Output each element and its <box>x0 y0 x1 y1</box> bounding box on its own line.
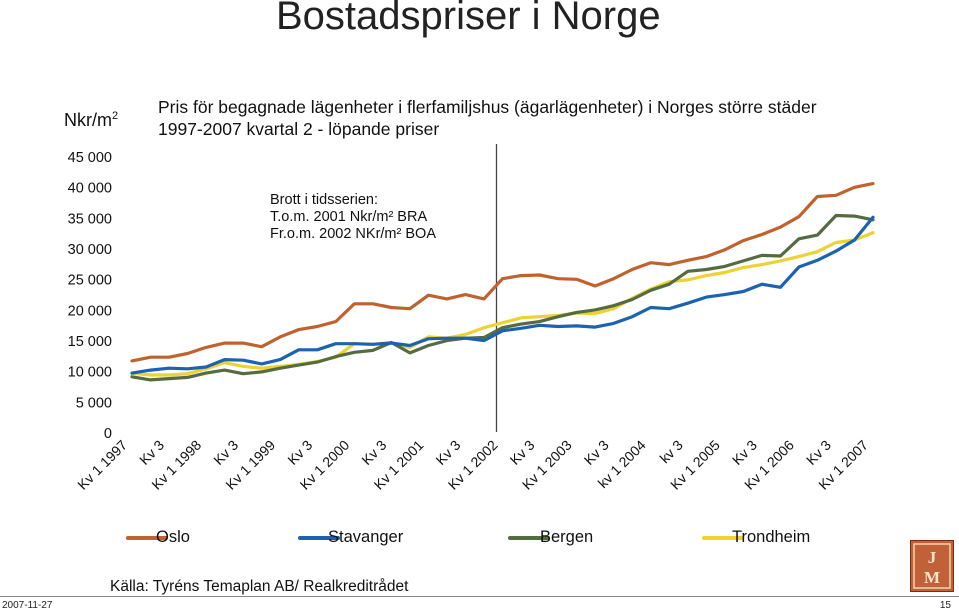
svg-text:M: M <box>924 568 940 587</box>
series-line-trondheim <box>130 231 875 377</box>
series-line-stavanger <box>130 215 875 375</box>
x-tick-label: Kv 3 <box>729 437 760 468</box>
legend-label-bergen: Bergen <box>540 528 594 546</box>
x-tick-label: Kv 3 <box>358 437 389 468</box>
y-tick-label: 25 000 <box>68 273 112 289</box>
y-tick-label: 5 000 <box>76 395 112 411</box>
series-break-note: Brott i tidsserien: T.o.m. 2001 Nkr/m² B… <box>270 192 436 243</box>
y-tick-label: 0 <box>104 426 112 442</box>
legend-label-trondheim: Trondheim <box>732 528 811 546</box>
x-tick-label: Kv 3 <box>507 437 538 468</box>
source-credit: Källa: Tyréns Temaplan AB/ Realkreditråd… <box>110 578 409 595</box>
legend-swatch-stavanger <box>298 536 340 540</box>
page-title: Bostadspriser i Norge <box>276 0 661 38</box>
note-line-2: T.o.m. 2001 Nkr/m² BRA <box>270 209 428 225</box>
x-tick-label: Kv 3 <box>432 437 463 468</box>
y-tick-label: 20 000 <box>68 303 112 319</box>
legend-swatch-oslo <box>126 536 168 540</box>
slide-footer: 2007-11-27 15 <box>0 596 959 614</box>
series-line-oslo <box>130 182 875 363</box>
x-tick-label: Kv 1 1997 <box>74 437 130 493</box>
y-tick-label: 40 000 <box>68 181 112 197</box>
note-line-3: Fr.o.m. 2002 NKr/m² BOA <box>270 226 436 242</box>
x-tick-label: Kv 3 <box>581 437 612 468</box>
footer-page-number: 15 <box>939 600 951 611</box>
y-tick-label: 45 000 <box>68 150 112 166</box>
y-axis-unit-label: Nkr/m2 <box>64 110 119 130</box>
chart-subtitle: Pris för begagnade lägenheter i flerfami… <box>158 97 817 139</box>
y-tick-label: 35 000 <box>68 211 112 227</box>
footer-date: 2007-11-27 <box>2 600 53 611</box>
x-tick-label: kv 3 <box>656 437 686 467</box>
legend-swatch-trondheim <box>702 536 744 540</box>
x-tick-label: Kv 3 <box>210 437 241 468</box>
jm-logo: J M <box>910 540 954 592</box>
x-tick-label: Kv 3 <box>284 437 315 468</box>
x-tick-label: Kv 3 <box>803 437 834 468</box>
svg-text:J: J <box>928 548 937 567</box>
y-tick-label: 30 000 <box>68 242 112 258</box>
y-tick-label: 10 000 <box>68 365 112 381</box>
legend-label-stavanger: Stavanger <box>328 528 404 546</box>
legend-swatch-bergen <box>508 536 550 540</box>
legend-label-oslo: Oslo <box>156 528 190 546</box>
note-line-1: Brott i tidsserien: <box>270 192 378 208</box>
x-tick-label: Kv 3 <box>136 437 167 468</box>
series-line-bergen <box>130 213 875 382</box>
y-tick-label: 15 000 <box>68 334 112 350</box>
